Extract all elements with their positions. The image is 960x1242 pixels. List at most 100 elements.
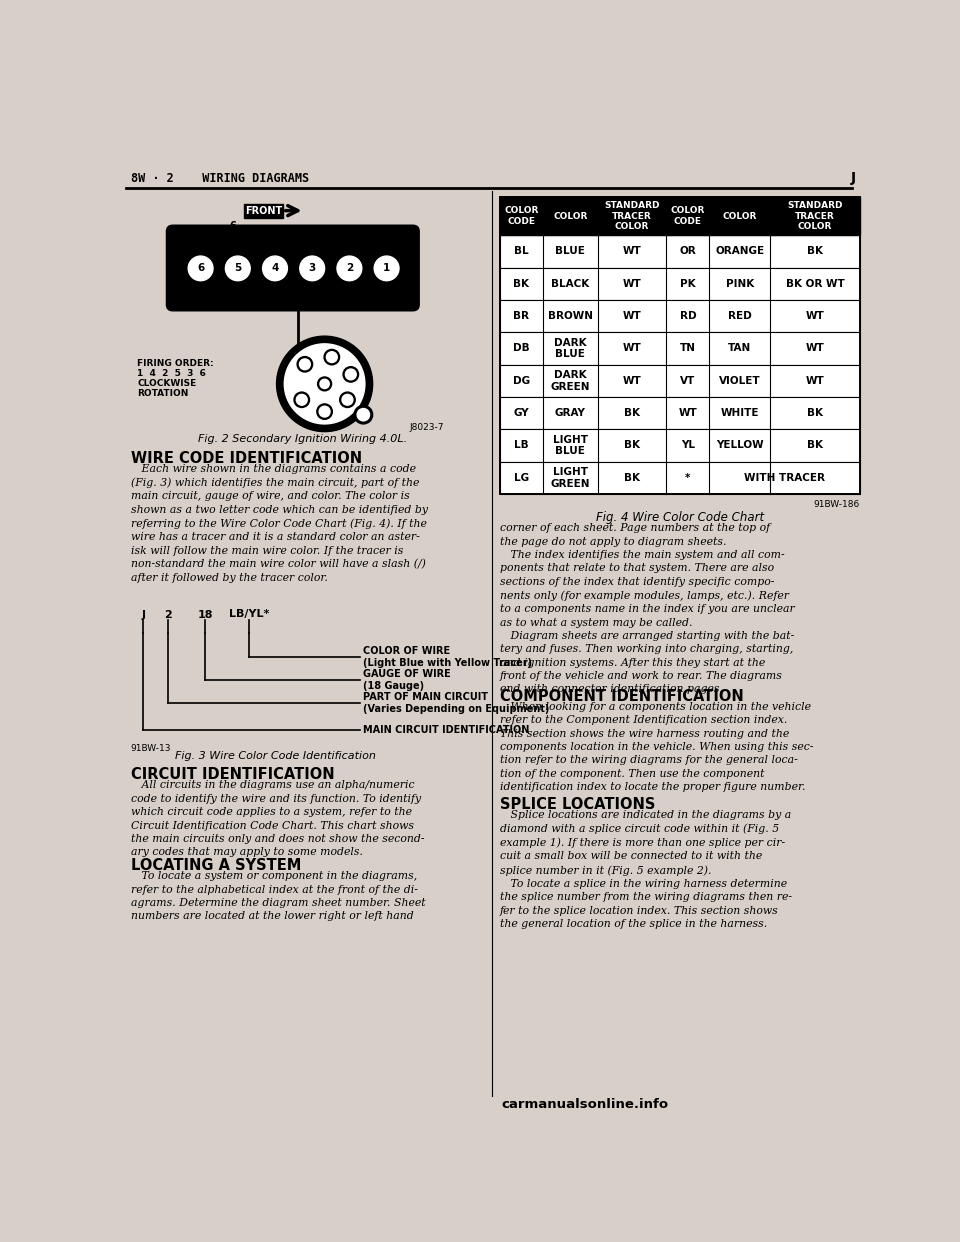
Circle shape xyxy=(354,405,372,424)
Text: 91BW-186: 91BW-186 xyxy=(814,501,860,509)
Text: BK: BK xyxy=(807,409,823,419)
Text: 3: 3 xyxy=(308,263,316,273)
Text: 4: 4 xyxy=(272,263,278,273)
Circle shape xyxy=(294,392,309,407)
Circle shape xyxy=(326,351,337,363)
Text: OR: OR xyxy=(680,246,696,256)
Text: COLOR
CODE: COLOR CODE xyxy=(504,206,539,226)
Text: DARK
BLUE: DARK BLUE xyxy=(554,338,587,359)
Circle shape xyxy=(370,251,403,286)
Circle shape xyxy=(340,392,355,407)
Bar xyxy=(500,430,860,462)
Text: carmanualsonline.info: carmanualsonline.info xyxy=(501,1098,668,1110)
Text: WT: WT xyxy=(805,344,825,354)
Text: WHITE: WHITE xyxy=(721,409,759,419)
Text: RD: RD xyxy=(680,312,696,322)
Circle shape xyxy=(183,251,218,286)
Text: BK: BK xyxy=(624,473,640,483)
Text: TN: TN xyxy=(680,344,696,354)
Text: 2: 2 xyxy=(164,610,172,620)
Text: BROWN: BROWN xyxy=(548,312,593,322)
Bar xyxy=(500,397,860,430)
Text: WT: WT xyxy=(623,278,641,289)
Text: PART OF MAIN CIRCUIT
(Varies Depending on Equipment): PART OF MAIN CIRCUIT (Varies Depending o… xyxy=(363,693,549,714)
Text: WT: WT xyxy=(623,376,641,386)
Text: WT: WT xyxy=(805,312,825,322)
Circle shape xyxy=(298,356,313,373)
Text: Fig. 3 Wire Color Code Identification: Fig. 3 Wire Color Code Identification xyxy=(175,751,375,761)
Circle shape xyxy=(342,395,353,405)
Circle shape xyxy=(188,256,213,281)
Text: 1: 1 xyxy=(383,263,390,273)
Bar xyxy=(500,333,860,365)
Text: BK OR WT: BK OR WT xyxy=(785,278,845,289)
Circle shape xyxy=(221,251,254,286)
Bar xyxy=(500,235,860,267)
Circle shape xyxy=(324,349,340,365)
Circle shape xyxy=(337,256,362,281)
Text: BR: BR xyxy=(514,312,529,322)
Text: YL: YL xyxy=(681,441,695,451)
Text: BK: BK xyxy=(624,409,640,419)
Text: COMPONENT IDENTIFICATION: COMPONENT IDENTIFICATION xyxy=(500,689,743,704)
Text: DG: DG xyxy=(513,376,530,386)
Text: J: J xyxy=(852,171,856,185)
Text: WT: WT xyxy=(805,376,825,386)
Text: WT: WT xyxy=(679,409,697,419)
Text: VT: VT xyxy=(681,376,695,386)
Text: LG: LG xyxy=(514,473,529,483)
Text: CIRCUIT IDENTIFICATION: CIRCUIT IDENTIFICATION xyxy=(131,768,334,782)
Text: Each wire shown in the diagrams contains a code
(Fig. 3) which identifies the ma: Each wire shown in the diagrams contains… xyxy=(131,465,428,582)
Text: GRAY: GRAY xyxy=(555,409,586,419)
Text: MAIN CIRCUIT IDENTIFICATION: MAIN CIRCUIT IDENTIFICATION xyxy=(363,725,529,735)
Bar xyxy=(500,196,860,494)
Circle shape xyxy=(374,256,399,281)
Text: 91BW-13: 91BW-13 xyxy=(131,744,171,753)
Text: COLOR: COLOR xyxy=(723,211,756,221)
Text: WT: WT xyxy=(623,246,641,256)
Text: WT: WT xyxy=(623,344,641,354)
Text: corner of each sheet. Page numbers at the top of
the page do not apply to diagra: corner of each sheet. Page numbers at th… xyxy=(500,523,795,694)
Text: LIGHT
GREEN: LIGHT GREEN xyxy=(551,467,590,488)
Circle shape xyxy=(295,251,329,286)
Text: BL: BL xyxy=(514,246,529,256)
Text: WITH TRACER: WITH TRACER xyxy=(744,473,826,483)
Text: J: J xyxy=(141,610,145,620)
Text: GY: GY xyxy=(514,409,529,419)
Circle shape xyxy=(320,379,329,389)
Text: *: * xyxy=(685,473,690,483)
Text: 6: 6 xyxy=(197,263,204,273)
Circle shape xyxy=(346,369,356,380)
Text: BLUE: BLUE xyxy=(556,246,586,256)
Circle shape xyxy=(357,409,370,421)
Text: All circuits in the diagrams use an alpha/numeric
code to identify the wire and : All circuits in the diagrams use an alph… xyxy=(131,780,424,857)
Text: BLACK: BLACK xyxy=(551,278,589,289)
Text: To locate a system or component in the diagrams,
refer to the alphabetical index: To locate a system or component in the d… xyxy=(131,872,425,922)
Text: RED: RED xyxy=(728,312,752,322)
Circle shape xyxy=(263,256,287,281)
Text: PINK: PINK xyxy=(726,278,754,289)
Text: DARK
GREEN: DARK GREEN xyxy=(551,370,590,391)
Text: 1  4  2  5  3  6: 1 4 2 5 3 6 xyxy=(137,369,206,379)
Text: PK: PK xyxy=(680,278,696,289)
Text: DB: DB xyxy=(513,344,530,354)
Text: ORANGE: ORANGE xyxy=(715,246,764,256)
Text: 2: 2 xyxy=(346,263,353,273)
Text: COLOR OF WIRE
(Light Blue with Yellow Tracer): COLOR OF WIRE (Light Blue with Yellow Tr… xyxy=(363,646,532,668)
Circle shape xyxy=(343,366,359,383)
Text: COLOR: COLOR xyxy=(553,211,588,221)
Circle shape xyxy=(297,395,307,405)
Circle shape xyxy=(300,256,324,281)
Text: FIRING ORDER:: FIRING ORDER: xyxy=(137,359,214,368)
Text: WIRE CODE IDENTIFICATION: WIRE CODE IDENTIFICATION xyxy=(131,451,362,466)
Text: GAUGE OF WIRE
(18 Gauge): GAUGE OF WIRE (18 Gauge) xyxy=(363,669,450,692)
FancyBboxPatch shape xyxy=(167,226,419,310)
Text: BK: BK xyxy=(807,441,823,451)
Circle shape xyxy=(319,406,330,417)
Text: BK: BK xyxy=(624,441,640,451)
Text: WT: WT xyxy=(623,312,641,322)
Text: SPLICE LOCATIONS: SPLICE LOCATIONS xyxy=(500,796,655,811)
Circle shape xyxy=(276,337,372,432)
Text: When looking for a components location in the vehicle
refer to the Component Ide: When looking for a components location i… xyxy=(500,702,813,792)
Bar xyxy=(500,462,860,494)
